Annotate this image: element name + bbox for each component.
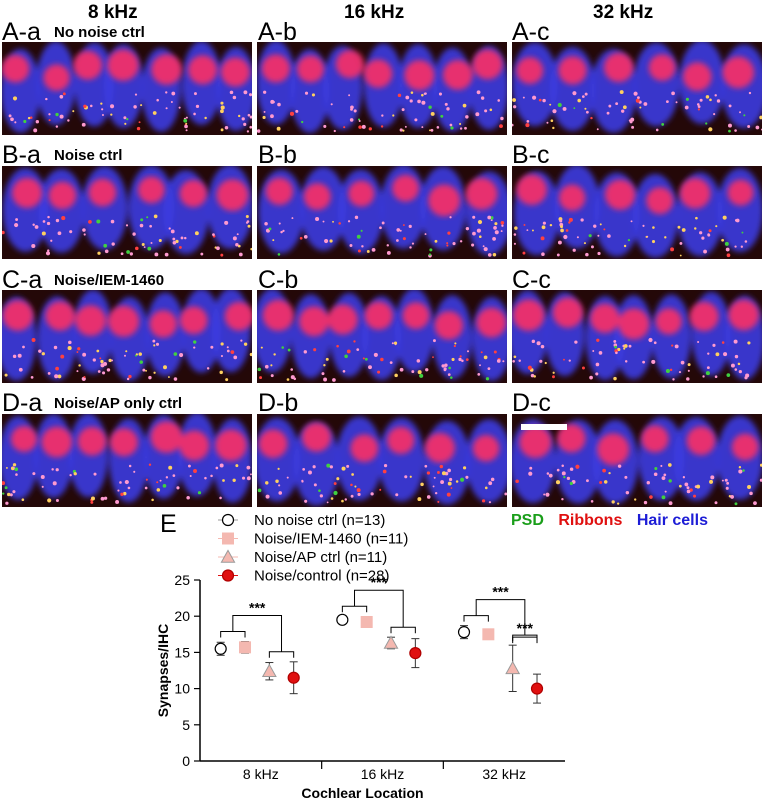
data-point (505, 660, 521, 675)
sig-bracket (354, 589, 404, 628)
micrograph-B-a (2, 166, 252, 259)
row-title-D: Noise/AP only ctrl (54, 395, 183, 412)
panel-label-D-a: D-a (2, 389, 43, 417)
sig-label: *** (371, 574, 388, 590)
sig-label: *** (249, 600, 266, 616)
panel-label-E: E (160, 510, 177, 538)
data-point (239, 641, 252, 654)
data-point (287, 671, 300, 684)
micrograph-D-c (512, 414, 762, 507)
data-point (383, 635, 399, 649)
column-header-8khz: 8 kHz (88, 2, 138, 23)
data-point (409, 647, 422, 660)
channel-legend: PSD Ribbons Hair cells (511, 512, 718, 530)
sig-bracket (268, 651, 295, 658)
legend-label: Noise/IEM-1460 (n=11) (254, 531, 408, 548)
panel-label-C-c: C-c (512, 266, 551, 294)
sig-bracket (220, 631, 246, 638)
micrograph-A-c (512, 42, 762, 135)
data-point (482, 628, 495, 641)
legend-hair-cells: Hair cells (636, 512, 708, 529)
y-tick-label: 10 (174, 681, 190, 697)
y-tick-label: 0 (182, 753, 190, 769)
micrograph-B-b (257, 166, 507, 259)
legend-marker (221, 513, 235, 527)
column-header-32khz: 32 kHz (593, 2, 654, 23)
x-tick-label: 8 kHz (243, 766, 279, 782)
sig-bracket (341, 605, 368, 613)
legend-label: Noise/AP ctrl (n=11) (254, 549, 387, 566)
column-header-16khz: 16 kHz (344, 2, 405, 23)
sig-bracket (463, 615, 489, 622)
legend-label: No noise ctrl (n=13) (254, 512, 385, 529)
legend-label: Noise/control (n=28) (254, 568, 389, 585)
data-point (336, 613, 349, 626)
legend-marker (220, 549, 236, 563)
panel-label-C-b: C-b (258, 266, 299, 294)
panel-label-C-a: C-a (2, 266, 43, 294)
micrograph-A-b (257, 42, 507, 135)
panel-label-B-c: B-c (512, 141, 550, 169)
panel-label-B-b: B-b (258, 141, 297, 169)
panel-label-B-a: B-a (2, 141, 41, 169)
row-title-C: Noise/IEM-1460 (54, 272, 165, 289)
y-tick-label: 25 (174, 572, 190, 588)
y-tick-label: 15 (174, 644, 190, 660)
data-point (214, 642, 227, 655)
panel-label-D-c: D-c (512, 389, 551, 417)
x-tick-label: 16 kHz (361, 766, 405, 782)
sig-bracket (232, 615, 283, 652)
y-axis-label: Synapses/IHC (155, 624, 171, 717)
y-tick-label: 20 (174, 608, 190, 624)
panel-label-A-c: A-c (512, 18, 550, 46)
panel-label-A-a: A-a (2, 18, 41, 46)
micrograph-C-c (512, 290, 762, 383)
micrograph-C-a (2, 290, 252, 383)
sig-bracket (475, 599, 526, 636)
data-point (457, 626, 471, 639)
legend-marker (222, 532, 234, 545)
row-title-A: No noise ctrl (54, 24, 145, 41)
legend-marker (221, 569, 235, 582)
legend-psd: PSD (511, 512, 544, 529)
micrograph-B-c (512, 166, 762, 259)
micrograph-D-a (2, 414, 252, 507)
legend-ribbons: Ribbons (558, 512, 623, 529)
micrograph-D-b (257, 414, 507, 507)
micrograph-A-a (2, 42, 252, 135)
sig-label: *** (517, 620, 534, 636)
micrograph-C-b (257, 290, 507, 383)
data-point (360, 615, 373, 628)
sig-bracket (512, 636, 538, 644)
panel-label-A-b: A-b (258, 18, 297, 46)
y-tick-label: 5 (182, 717, 190, 733)
data-point (261, 663, 277, 678)
row-title-B: Noise ctrl (54, 147, 123, 164)
x-axis-label: Cochlear Location (301, 785, 423, 799)
sig-label: *** (492, 584, 509, 600)
x-tick-label: 32 kHz (482, 766, 526, 782)
sig-bracket (390, 626, 416, 634)
scale-bar (521, 424, 567, 430)
data-point (530, 682, 544, 695)
panel-label-D-b: D-b (258, 389, 299, 417)
